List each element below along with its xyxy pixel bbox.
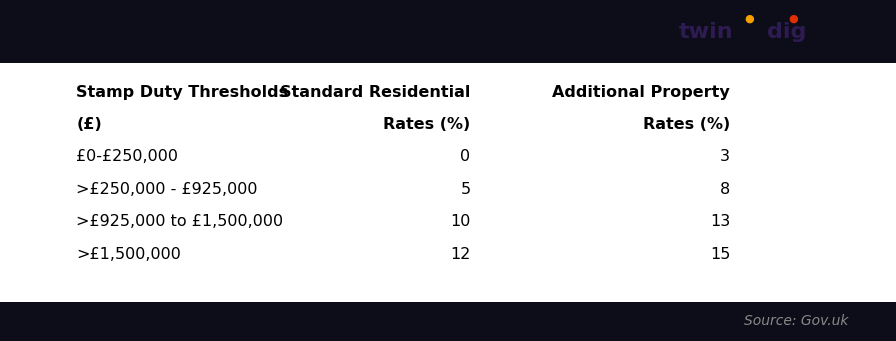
Text: >£925,000 to £1,500,000: >£925,000 to £1,500,000: [76, 214, 283, 229]
Text: £0-£250,000: £0-£250,000: [76, 149, 178, 164]
Text: Stamp Duty Thresholds: Stamp Duty Thresholds: [76, 85, 289, 100]
Text: >£1,500,000: >£1,500,000: [76, 247, 181, 262]
Text: 5: 5: [461, 182, 470, 197]
Text: Standard Residential: Standard Residential: [280, 85, 470, 100]
Text: 13: 13: [710, 214, 730, 229]
Bar: [0, 302, 896, 341]
Text: Rates (%): Rates (%): [383, 117, 470, 132]
Bar: [0, 0, 896, 63]
Text: Additional Property: Additional Property: [553, 85, 730, 100]
Text: 12: 12: [450, 247, 470, 262]
Text: 0: 0: [461, 149, 470, 164]
Text: Source: Gov.uk: Source: Gov.uk: [744, 314, 848, 328]
Text: ●: ●: [745, 14, 754, 24]
Text: twin: twin: [679, 21, 734, 42]
Text: >£250,000 - £925,000: >£250,000 - £925,000: [76, 182, 258, 197]
Text: 15: 15: [710, 247, 730, 262]
Text: dig: dig: [767, 21, 806, 42]
Text: (£): (£): [76, 117, 102, 132]
Text: ●: ●: [788, 14, 798, 24]
Text: 8: 8: [720, 182, 730, 197]
Text: 10: 10: [450, 214, 470, 229]
Text: Rates (%): Rates (%): [643, 117, 730, 132]
Text: 3: 3: [720, 149, 730, 164]
